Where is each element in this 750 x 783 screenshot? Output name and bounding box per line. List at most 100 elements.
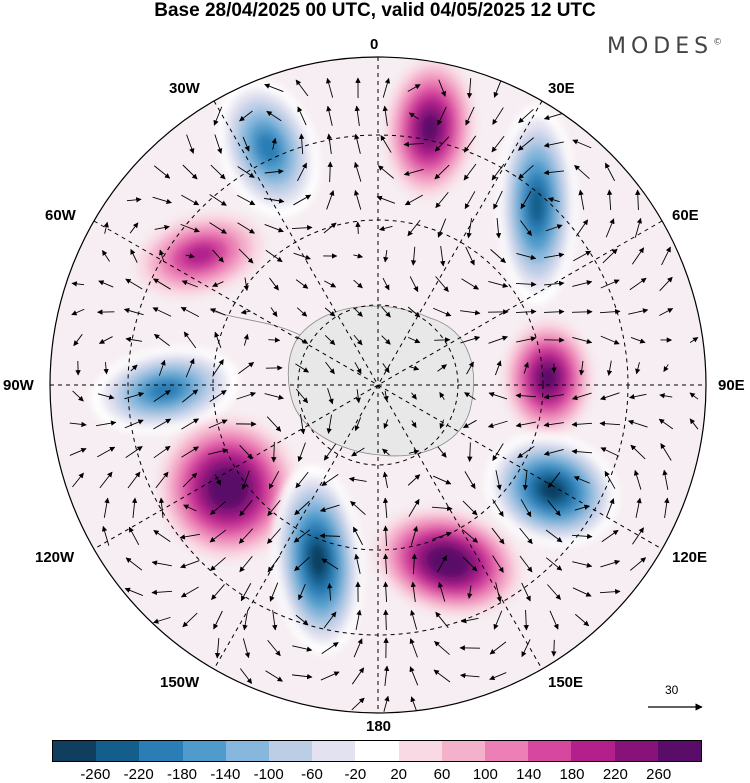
wind-arrow	[571, 309, 593, 315]
lon-label-30w: 30W	[169, 80, 200, 97]
lon-label-150w: 150W	[160, 674, 200, 691]
wind-arrow	[578, 189, 585, 210]
colorbar-tick-label: 60	[433, 766, 451, 783]
wind-arrow	[437, 218, 447, 238]
wind-arrow	[437, 364, 447, 372]
wind-arrow	[130, 248, 138, 263]
wind-arrow	[574, 164, 590, 179]
wind-arrow	[211, 584, 225, 600]
wind-arrow	[600, 447, 620, 457]
wind-arrow	[320, 671, 340, 681]
wind-arrow	[297, 442, 306, 462]
wind-arrow	[181, 280, 198, 288]
wind-arrow	[545, 224, 563, 232]
wind-arrow	[294, 500, 310, 516]
wind-arrow	[383, 419, 389, 429]
wind-arrow	[462, 500, 478, 516]
wind-arrow	[210, 164, 226, 180]
wind-arrow	[495, 218, 502, 239]
anomaly-contour	[529, 186, 545, 224]
wind-arrow	[353, 279, 363, 289]
wind-arrow	[491, 135, 505, 153]
wind-arrow	[549, 610, 559, 630]
wind-arrow	[571, 392, 592, 401]
wind-arrow	[409, 276, 419, 293]
wind-arrow	[543, 449, 564, 456]
wind-arrow	[240, 583, 252, 602]
wind-arrow	[266, 110, 282, 122]
wind-arrow	[271, 441, 277, 463]
wind-arrow	[183, 331, 197, 349]
wind-arrow	[631, 247, 645, 265]
wind-arrow	[543, 169, 564, 176]
wind-arrow	[214, 331, 222, 348]
wind-arrow	[269, 582, 279, 602]
wind-arrow	[410, 246, 417, 266]
wind-arrow	[325, 361, 335, 375]
wind-arrow	[488, 280, 509, 288]
wind-arrow	[404, 194, 423, 206]
wind-arrow	[495, 582, 502, 603]
wind-arrow	[383, 665, 390, 686]
wind-arrow	[606, 189, 613, 211]
wind-arrow	[521, 582, 531, 602]
wind-arrow	[326, 190, 335, 210]
wind-arrow	[520, 220, 532, 236]
colorbar-swatch	[225, 741, 270, 761]
wind-arrow	[518, 164, 534, 180]
wind-arrow	[127, 471, 141, 489]
wind-arrow	[376, 195, 396, 204]
wind-arrow	[543, 394, 564, 400]
wind-arrow	[547, 500, 561, 517]
wind-arrow	[155, 471, 169, 489]
wind-arrow	[518, 108, 534, 124]
wind-arrow	[353, 189, 362, 210]
wind-arrow	[153, 418, 172, 430]
wind-arrow	[293, 252, 311, 260]
wind-arrow	[151, 589, 173, 596]
wind-arrow	[327, 582, 333, 601]
wind-arrow	[516, 336, 537, 343]
colorbar-swatch	[312, 741, 356, 761]
wind-arrow	[604, 162, 616, 182]
wind-arrow	[295, 388, 309, 404]
wind-arrow	[129, 222, 139, 234]
wind-arrow	[243, 277, 249, 292]
wind-arrow	[377, 165, 394, 179]
wind-arrow	[437, 106, 447, 126]
wind-arrow	[409, 666, 419, 686]
wind-arrow	[381, 306, 391, 318]
wind-arrow	[212, 281, 224, 287]
wind-arrow	[351, 667, 365, 685]
wind-arrow	[579, 360, 585, 376]
wind-arrow	[491, 527, 505, 545]
wind-arrow	[410, 525, 419, 546]
wind-arrow	[102, 249, 110, 262]
wind-arrow	[355, 221, 361, 234]
wind-arrow	[543, 141, 564, 148]
wind-arrow	[515, 421, 536, 428]
wind-arrow	[297, 106, 307, 126]
wind-arrow	[659, 276, 673, 292]
lon-label-180: 180	[366, 718, 392, 735]
wind-arrow	[521, 639, 531, 658]
wind-arrow	[295, 614, 309, 626]
wind-arrow	[605, 498, 615, 518]
wind-arrow	[324, 335, 336, 346]
wind-arrow	[323, 222, 337, 234]
wind-arrow	[264, 393, 284, 400]
wind-arrow	[350, 500, 366, 516]
wind-arrow	[380, 134, 392, 153]
wind-arrow	[606, 360, 613, 376]
wind-arrow	[407, 336, 421, 344]
wind-arrow	[467, 585, 473, 599]
wind-arrow	[604, 470, 616, 489]
wind-arrow	[151, 560, 172, 567]
wind-arrow	[630, 336, 646, 344]
wind-arrow	[382, 277, 390, 291]
wind-arrow	[239, 499, 253, 517]
wind-arrow	[154, 224, 170, 231]
wind-arrow	[382, 363, 390, 374]
wind-arrow	[409, 638, 418, 658]
wind-arrow	[467, 442, 473, 463]
